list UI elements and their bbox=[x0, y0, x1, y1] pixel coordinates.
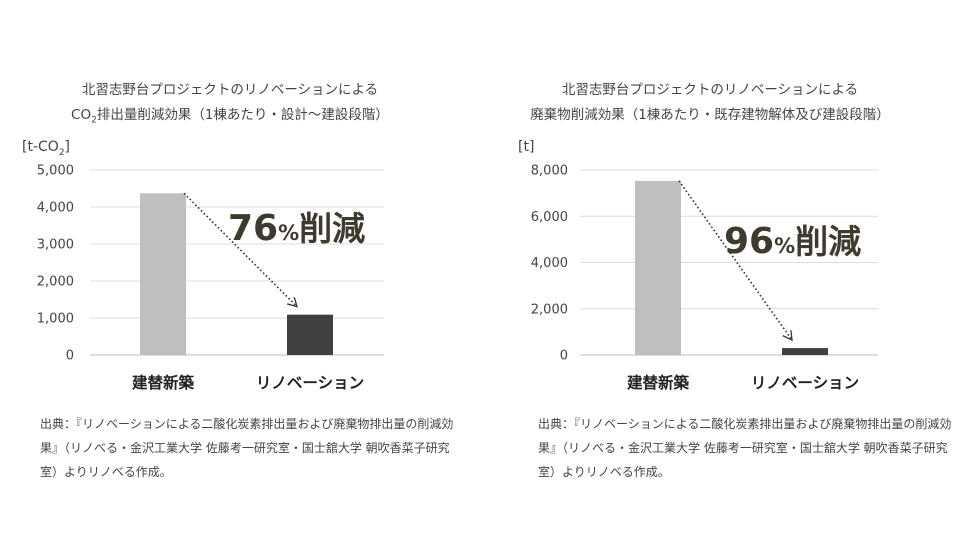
chart-title-line1: 北習志野台プロジェクトのリノベーションによる bbox=[561, 82, 859, 98]
category-label: 建替新築 bbox=[132, 373, 195, 392]
reduction-annotation: 96%削減 bbox=[724, 221, 861, 262]
y-tick-label: 0 bbox=[560, 349, 568, 364]
y-tick-label: 8,000 bbox=[531, 164, 568, 179]
y-tick-label: 6,000 bbox=[531, 210, 568, 225]
y-axis-unit-label: [t] bbox=[518, 139, 534, 155]
y-tick-label: 5,000 bbox=[37, 164, 74, 179]
title-rest-text: 廃棄物削減効果（1棟あたり・既存建物解体及び建設段階） bbox=[530, 107, 890, 123]
category-label: リノベーション bbox=[751, 374, 859, 392]
bar-renovation bbox=[287, 314, 333, 355]
y-tick-label: 4,000 bbox=[37, 201, 74, 216]
source-note: 出典：『リノベーションによる二酸化炭素排出量および廃棄物排出量の削減効果』（リノ… bbox=[40, 417, 454, 479]
chart-title: 北習志野台プロジェクトのリノベーションによる 廃棄物削減効果（1棟あたり・既存建… bbox=[480, 78, 940, 128]
reduction-annotation: 76%削減 bbox=[228, 208, 365, 249]
y-axis-unit-label: [t-CO2] bbox=[22, 139, 70, 158]
title-subscript: 2 bbox=[91, 115, 97, 126]
waste-chart-panel: 北習志野台プロジェクトのリノベーションによる 廃棄物削減効果（1棟あたり・既存建… bbox=[480, 0, 960, 540]
co2-chart-panel: 北習志野台プロジェクトのリノベーションによる CO2排出量削減効果（1棟あたり・… bbox=[0, 78, 460, 479]
y-tick-label: 2,000 bbox=[37, 275, 74, 290]
y-tick-label: 3,000 bbox=[37, 238, 74, 253]
y-tick-label: 1,000 bbox=[37, 312, 74, 327]
title-rest-text: 排出量削減効果（1棟あたり・設計〜建設段階） bbox=[96, 107, 389, 123]
chart-title-line2: 廃棄物削減効果（1棟あたり・既存建物解体及び建設段階） bbox=[480, 103, 940, 128]
y-tick-label: 4,000 bbox=[531, 256, 568, 271]
chart-title-line1: 北習志野台プロジェクトのリノベーションによる bbox=[81, 82, 379, 98]
source-note: 出典：『リノベーションによる二酸化炭素排出量および廃棄物排出量の削減効果』（リノ… bbox=[538, 417, 952, 479]
reduction-arrow bbox=[183, 192, 297, 306]
chart-title: 北習志野台プロジェクトのリノベーションによる CO2排出量削減効果（1棟あたり・… bbox=[0, 78, 460, 134]
title-co-text: CO bbox=[71, 107, 92, 123]
chart-title-line2: CO2排出量削減効果（1棟あたり・設計〜建設段階） bbox=[0, 103, 460, 134]
bar-rebuild bbox=[635, 180, 681, 355]
y-tick-label: 2,000 bbox=[531, 302, 568, 317]
bar-rebuild bbox=[140, 193, 186, 355]
bar-renovation bbox=[782, 348, 828, 355]
category-label: リノベーション bbox=[256, 374, 364, 392]
waste-bar-chart: [t] 0 2,000 4,000 6,000 8,000 建替新築 リノベーション 96%削減 bbox=[518, 139, 878, 392]
reduction-arrow bbox=[678, 180, 792, 340]
y-tick-label: 0 bbox=[66, 349, 74, 364]
category-label: 建替新築 bbox=[627, 373, 690, 392]
co2-bar-chart: [t-CO2] 0 1,000 2,000 3,000 4,000 5,000 建替新築 リノベ… bbox=[22, 139, 384, 392]
